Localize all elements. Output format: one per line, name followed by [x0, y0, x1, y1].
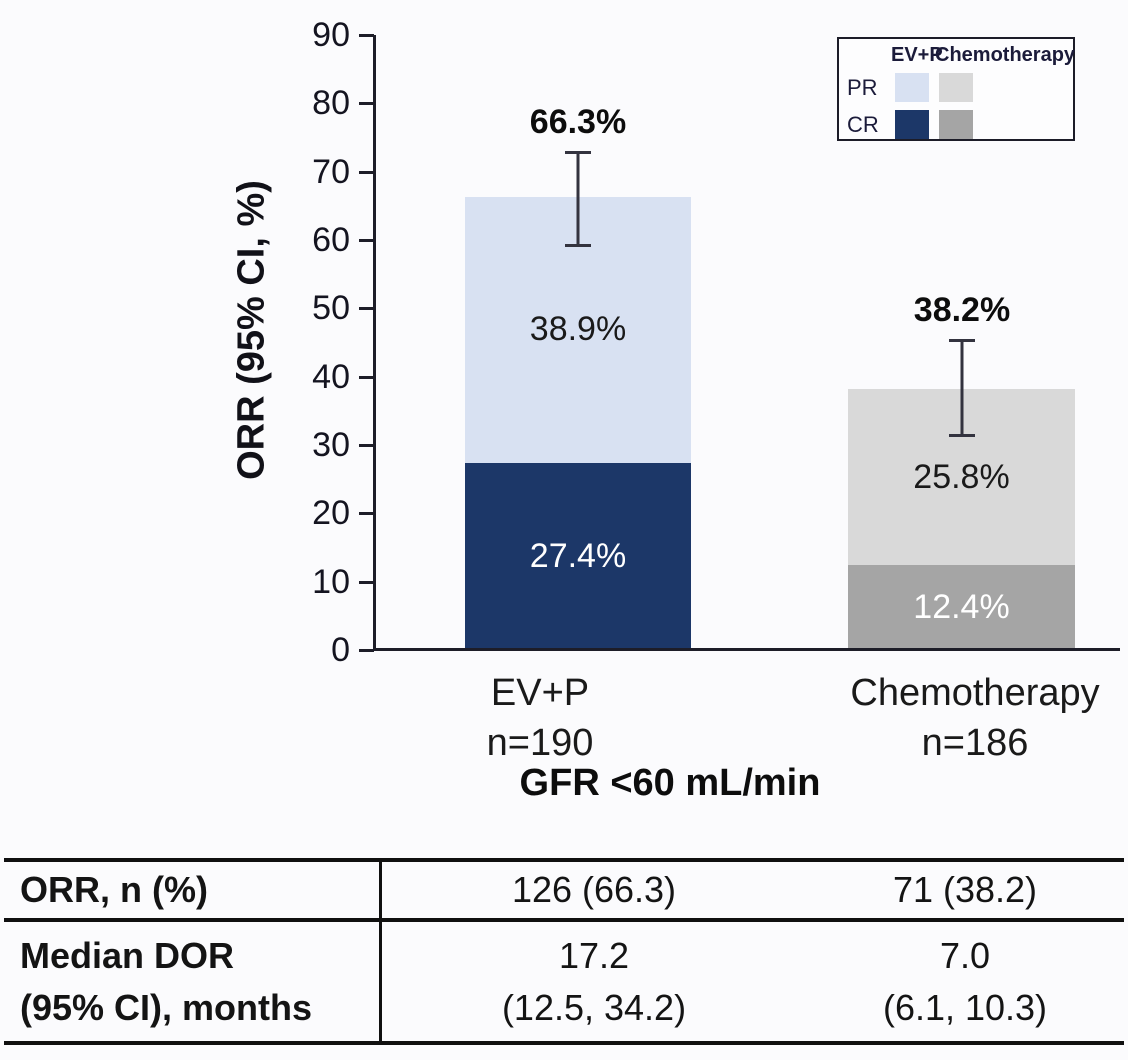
table-row-orr: ORR, n (%) 126 (66.3) 71 (38.2) [4, 862, 1124, 922]
dor-ci: (6.1, 10.3) [882, 986, 1048, 1028]
orr-value-chemo: 71 (38.2) [892, 869, 1038, 910]
error-bar-chemo [949, 339, 975, 437]
error-bar-cap [949, 433, 975, 437]
x-axis-line [373, 648, 1120, 651]
legend-header-chemo: Chemotherapy [935, 43, 1076, 66]
legend-swatch-cr-chemo [939, 110, 973, 139]
y-tick-mark [359, 580, 374, 584]
y-tick-mark [359, 102, 374, 106]
y-tick-label: 40 [312, 357, 350, 396]
segment-value-label: 38.9% [529, 310, 627, 349]
segment-value-label: 25.8% [913, 457, 1010, 496]
legend-swatch-pr-evp [895, 73, 929, 102]
y-tick-label: 20 [312, 494, 350, 533]
dor-value-evp: 17.2 (12.5, 34.2) [382, 922, 806, 1041]
legend-box: EV+P Chemotherapy PR CR [837, 37, 1075, 141]
y-tick-label: 80 [312, 84, 350, 123]
group-name: EV+P [490, 672, 590, 714]
bar-chemo-cr-segment: 12.4% [848, 565, 1075, 650]
y-tick-label: 50 [312, 289, 350, 328]
legend-header-evp: EV+P [891, 43, 943, 66]
orr-value-evp: 126 (66.3) [511, 869, 677, 910]
y-tick-mark [359, 239, 374, 242]
y-axis-line [373, 35, 376, 651]
error-bar-stem [960, 339, 964, 437]
y-tick-label: 0 [331, 631, 350, 669]
total-orr-label-evp: 66.3% [529, 103, 627, 142]
segment-value-label: 27.4% [529, 536, 627, 575]
legend-swatch-pr-chemo [939, 73, 973, 102]
y-tick-label: 60 [312, 221, 350, 259]
dor-value-chemo: 7.0 (6.1, 10.3) [806, 922, 1124, 1041]
row-header-line2: (95% CI), months [20, 986, 313, 1028]
group-n: n=190 [486, 722, 594, 764]
y-tick-mark [359, 170, 374, 174]
dor-median: 17.2 [558, 934, 630, 976]
row-header-line1: Median DOR [20, 934, 235, 976]
error-bar-evp [565, 151, 591, 247]
error-bar-cap [565, 243, 591, 247]
results-table: ORR, n (%) 126 (66.3) 71 (38.2) Median D… [4, 858, 1124, 1045]
x-label-chemo: Chemotherapy n=186 [840, 668, 1110, 768]
y-tick-mark [359, 375, 374, 379]
legend-swatch-cr-evp [895, 110, 929, 139]
y-tick-label: 10 [312, 562, 350, 601]
y-tick-mark [359, 307, 374, 311]
legend-row-label-cr: CR [847, 111, 879, 137]
group-name: Chemotherapy [850, 672, 1100, 714]
row-header-dor: Median DOR (95% CI), months [4, 922, 382, 1041]
group-n: n=186 [921, 722, 1029, 764]
y-tick-label: 90 [312, 16, 350, 54]
total-orr-label-chemo: 38.2% [913, 291, 1011, 330]
dor-ci: (12.5, 34.2) [501, 986, 687, 1028]
dor-median: 7.0 [939, 934, 991, 976]
y-tick-label: 30 [312, 426, 350, 464]
y-tick-label: 70 [312, 152, 350, 191]
table-row-dor: Median DOR (95% CI), months 17.2 (12.5, … [4, 922, 1124, 1041]
row-header-orr: ORR, n (%) [4, 862, 382, 918]
error-bar-stem [576, 151, 580, 247]
y-tick-mark [359, 34, 374, 37]
y-tick-mark [359, 444, 374, 447]
bar-evp-cr-segment: 27.4% [465, 462, 691, 650]
x-label-evp: EV+P n=190 [430, 668, 650, 768]
y-tick-mark [359, 512, 374, 516]
x-axis-title: GFR <60 mL/min [519, 762, 821, 804]
legend-row-label-pr: PR [847, 74, 878, 100]
segment-value-label: 12.4% [913, 588, 1010, 627]
y-tick-mark [359, 649, 374, 652]
